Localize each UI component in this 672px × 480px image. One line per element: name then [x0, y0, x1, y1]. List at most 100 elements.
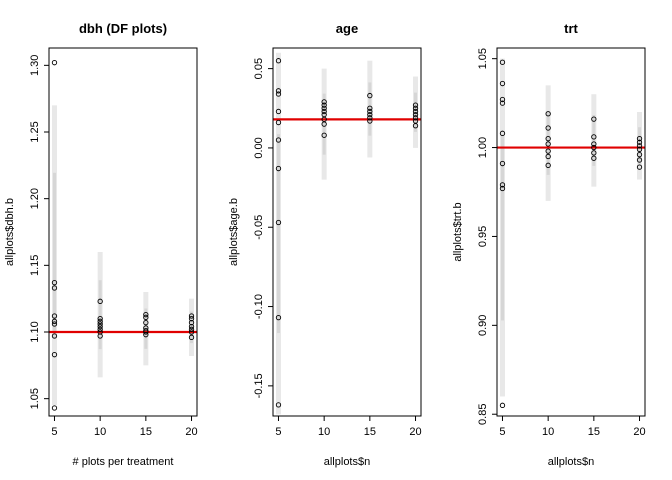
- data-point: [275, 119, 282, 126]
- y-tick-label: 1.25: [29, 121, 41, 142]
- data-point: [143, 332, 149, 338]
- data-point: [51, 405, 58, 411]
- data-point: [321, 121, 327, 127]
- y-axis-label: allplots$trt.b: [452, 202, 464, 261]
- data-point: [499, 59, 506, 65]
- band-core: [98, 280, 102, 350]
- x-tick-label: 10: [94, 426, 106, 438]
- x-tick-label: 10: [318, 426, 330, 438]
- y-tick-label: 0.85: [477, 404, 489, 425]
- data-point: [367, 118, 373, 124]
- data-point: [499, 96, 506, 103]
- data-point: [188, 326, 195, 332]
- x-axis-label: allplots$n: [548, 456, 594, 468]
- data-point: [51, 313, 58, 319]
- x-tick-label: 5: [499, 426, 505, 438]
- data-point: [367, 111, 373, 118]
- x-tick-label: 5: [275, 426, 281, 438]
- data-point: [499, 182, 506, 188]
- data-point: [367, 108, 373, 115]
- data-point: [143, 320, 149, 326]
- data-point: [188, 334, 195, 340]
- data-point: [499, 80, 506, 87]
- y-tick-label: 1.00: [477, 137, 489, 158]
- band-core: [546, 111, 550, 175]
- data-point: [545, 111, 551, 117]
- data-point: [636, 136, 643, 142]
- panel-age: age allplots$n allplots$age.b 5 10 15 20 -0.…: [228, 21, 422, 468]
- data-point: [143, 312, 149, 318]
- data-point: [321, 108, 327, 115]
- data-point: [97, 298, 103, 304]
- y-tick-label: 1.05: [29, 388, 41, 409]
- data-point: [545, 125, 551, 131]
- data-point: [188, 313, 195, 319]
- data-point: [97, 316, 103, 322]
- data-point: [412, 123, 419, 129]
- data-point: [636, 143, 643, 149]
- data-point: [636, 157, 643, 163]
- y-tick-label: 0.05: [253, 58, 265, 79]
- data-point: [367, 105, 373, 111]
- y-tick-label: 1.10: [29, 321, 41, 342]
- data-point: [321, 102, 327, 108]
- data-point: [275, 402, 282, 408]
- x-tick-label: 15: [588, 426, 600, 438]
- data-point: [275, 137, 282, 143]
- data-point: [51, 285, 58, 291]
- data-point: [499, 160, 506, 167]
- data-point: [367, 115, 373, 121]
- x-tick-label: 10: [542, 426, 554, 438]
- data-point: [97, 318, 103, 324]
- data-point: [275, 108, 282, 115]
- plot-frame: [48, 47, 198, 417]
- data-point: [51, 60, 58, 66]
- band-core: [500, 134, 504, 321]
- panel-trt: trt allplots$n allplots$trt.b 5 10 15 20 0.8…: [452, 21, 646, 468]
- data-point: [143, 329, 149, 335]
- data-point: [51, 352, 58, 358]
- data-point: [321, 105, 327, 111]
- data-point: [545, 141, 551, 147]
- band-core: [592, 115, 596, 166]
- data-point: [97, 321, 103, 327]
- x-axis-label: allplots$n: [324, 456, 370, 468]
- x-tick-label: 20: [409, 426, 421, 438]
- data-point: [591, 150, 597, 156]
- y-tick-label: 1.05: [477, 48, 489, 69]
- data-point: [97, 333, 103, 339]
- y-tick-label: -0.05: [253, 215, 265, 240]
- data-point: [275, 165, 282, 172]
- data-point: [591, 141, 597, 147]
- data-point: [97, 326, 103, 332]
- data-point: [545, 148, 551, 154]
- data-point: [51, 333, 58, 339]
- panel-title: trt: [564, 21, 578, 36]
- x-tick-label: 15: [364, 426, 376, 438]
- data-point: [545, 162, 551, 168]
- data-point: [51, 318, 58, 324]
- y-axis-label: allplots$dbh.b: [4, 198, 16, 266]
- y-tick-label: 1.30: [29, 55, 41, 76]
- data-point: [143, 314, 149, 320]
- band-core: [276, 134, 280, 334]
- data-point: [545, 153, 551, 160]
- data-point: [412, 102, 419, 108]
- y-tick-label: 1.15: [29, 255, 41, 276]
- data-point: [591, 155, 597, 161]
- y-tick-label: 0.95: [477, 226, 489, 247]
- data-point: [412, 108, 419, 115]
- data-point: [545, 136, 551, 142]
- data-point: [591, 144, 597, 151]
- x-tick-label: 5: [51, 426, 57, 438]
- data-point: [636, 139, 643, 145]
- y-tick-label: 1.20: [29, 188, 41, 209]
- data-point: [499, 185, 506, 192]
- data-point: [412, 105, 419, 111]
- data-point: [51, 280, 58, 286]
- data-point: [636, 152, 643, 158]
- data-point: [275, 58, 282, 64]
- data-point: [188, 324, 195, 330]
- band-core: [322, 93, 326, 155]
- panel-title: age: [336, 21, 358, 36]
